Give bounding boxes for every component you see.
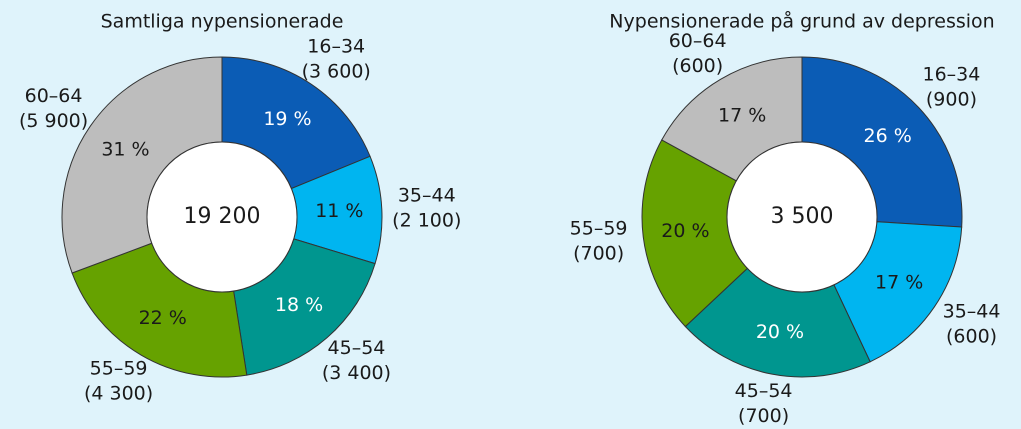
slice-label: 11 % xyxy=(315,200,363,222)
donut-hole xyxy=(726,141,878,293)
count-label: (900) xyxy=(926,88,977,110)
count-label: (2 100) xyxy=(392,210,461,232)
count-label: (3 600) xyxy=(302,61,371,83)
count-label: (3 400) xyxy=(322,362,391,384)
slice-label: 20 % xyxy=(756,321,804,343)
category-label: 55–59 xyxy=(90,358,148,380)
slice-label: 17 % xyxy=(875,272,923,294)
chart-title: Nypensionerade på grund av depression xyxy=(609,10,994,33)
category-label: 60–64 xyxy=(669,30,727,52)
category-label: 35–44 xyxy=(398,185,456,207)
category-label: 45–54 xyxy=(328,337,386,359)
category-label: 35–44 xyxy=(943,300,1001,322)
slice-label: 22 % xyxy=(139,307,187,329)
count-label: (700) xyxy=(738,405,789,427)
slice-label: 18 % xyxy=(275,294,323,316)
count-label: (600) xyxy=(946,325,997,347)
category-label: 16–34 xyxy=(307,36,365,58)
category-label: 55–59 xyxy=(570,217,628,239)
slice-label: 20 % xyxy=(661,220,709,242)
donut-hole xyxy=(146,141,298,293)
slice-label: 26 % xyxy=(864,125,912,147)
count-label: (5 900) xyxy=(19,110,88,132)
count-label: (4 300) xyxy=(84,383,153,405)
total-label: 19 200 xyxy=(184,204,261,229)
category-label: 16–34 xyxy=(923,63,981,85)
slice-label: 31 % xyxy=(101,139,149,161)
count-label: (700) xyxy=(573,242,624,264)
slice-label: 17 % xyxy=(718,104,766,126)
slice-label: 19 % xyxy=(263,108,311,130)
chart-title: Samtliga nypensionerade xyxy=(101,11,344,33)
category-label: 45–54 xyxy=(735,380,793,402)
total-label: 3 500 xyxy=(771,204,834,229)
category-label: 60–64 xyxy=(25,85,83,107)
count-label: (600) xyxy=(672,55,723,77)
